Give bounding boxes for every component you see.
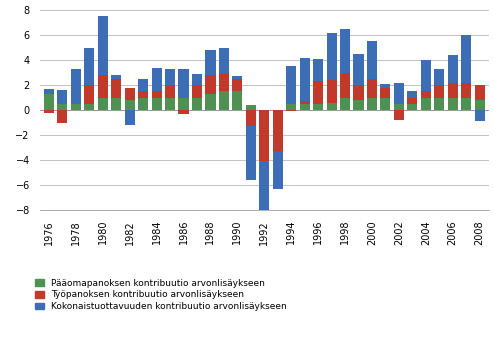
Bar	[232, 79, 243, 92]
Bar	[327, 103, 336, 110]
Bar	[475, 85, 485, 100]
Bar	[354, 100, 364, 110]
Bar	[434, 98, 444, 110]
Bar	[313, 104, 323, 110]
Bar	[232, 76, 243, 79]
Bar	[461, 35, 471, 83]
Bar	[44, 94, 54, 110]
Bar	[124, 110, 135, 125]
Bar	[475, 110, 485, 121]
Bar	[313, 59, 323, 81]
Bar	[57, 90, 68, 104]
Bar	[367, 98, 377, 110]
Bar	[286, 66, 296, 104]
Bar	[367, 79, 377, 98]
Bar	[152, 92, 162, 98]
Bar	[354, 54, 364, 85]
Bar	[71, 104, 81, 110]
Bar	[286, 104, 296, 110]
Bar	[448, 55, 458, 83]
Bar	[98, 16, 108, 75]
Bar	[421, 92, 431, 98]
Bar	[232, 92, 243, 110]
Bar	[327, 33, 336, 80]
Bar	[394, 110, 404, 120]
Bar	[219, 48, 229, 73]
Bar	[434, 85, 444, 98]
Bar	[313, 81, 323, 104]
Bar	[246, 126, 256, 180]
Bar	[206, 75, 215, 94]
Bar	[219, 92, 229, 110]
Bar	[178, 110, 189, 114]
Bar	[300, 104, 310, 110]
Bar	[367, 41, 377, 79]
Bar	[475, 100, 485, 110]
Bar	[394, 83, 404, 104]
Bar	[219, 73, 229, 92]
Bar	[84, 104, 94, 110]
Bar	[273, 152, 283, 189]
Bar	[380, 98, 390, 110]
Bar	[206, 94, 215, 110]
Bar	[407, 104, 417, 110]
Bar	[192, 74, 202, 85]
Bar	[192, 98, 202, 110]
Bar	[165, 85, 175, 98]
Bar	[111, 79, 122, 98]
Bar	[246, 110, 256, 126]
Bar	[434, 69, 444, 85]
Bar	[152, 68, 162, 92]
Bar	[165, 98, 175, 110]
Bar	[340, 29, 350, 73]
Bar	[448, 98, 458, 110]
Bar	[354, 85, 364, 100]
Bar	[178, 69, 189, 98]
Bar	[84, 48, 94, 85]
Bar	[124, 100, 135, 110]
Bar	[300, 58, 310, 101]
Bar	[57, 110, 68, 123]
Bar	[421, 98, 431, 110]
Bar	[98, 98, 108, 110]
Bar	[259, 161, 269, 213]
Bar	[71, 69, 81, 104]
Bar	[111, 98, 122, 110]
Bar	[273, 110, 283, 152]
Bar	[192, 85, 202, 98]
Bar	[98, 75, 108, 98]
Bar	[138, 92, 148, 98]
Bar	[165, 69, 175, 85]
Bar	[380, 84, 390, 88]
Bar	[178, 98, 189, 110]
Bar	[327, 80, 336, 103]
Bar	[407, 92, 417, 98]
Bar	[111, 75, 122, 79]
Bar	[246, 105, 256, 110]
Bar	[286, 110, 296, 112]
Bar	[259, 110, 269, 161]
Bar	[300, 101, 310, 104]
Bar	[461, 83, 471, 98]
Bar	[138, 79, 148, 92]
Bar	[421, 60, 431, 92]
Bar	[448, 83, 458, 98]
Bar	[407, 98, 417, 104]
Bar	[380, 88, 390, 98]
Bar	[206, 50, 215, 75]
Bar	[152, 98, 162, 110]
Bar	[44, 89, 54, 94]
Bar	[57, 104, 68, 110]
Bar	[44, 110, 54, 113]
Bar	[340, 73, 350, 98]
Bar	[138, 98, 148, 110]
Bar	[84, 85, 94, 104]
Legend: Pääomapanoksen kontribuutio arvonlisäykseen, Työpanoksen kontribuutio arvonlisäy: Pääomapanoksen kontribuutio arvonlisäyks…	[35, 279, 287, 311]
Bar	[340, 98, 350, 110]
Bar	[394, 104, 404, 110]
Bar	[461, 98, 471, 110]
Bar	[124, 88, 135, 100]
